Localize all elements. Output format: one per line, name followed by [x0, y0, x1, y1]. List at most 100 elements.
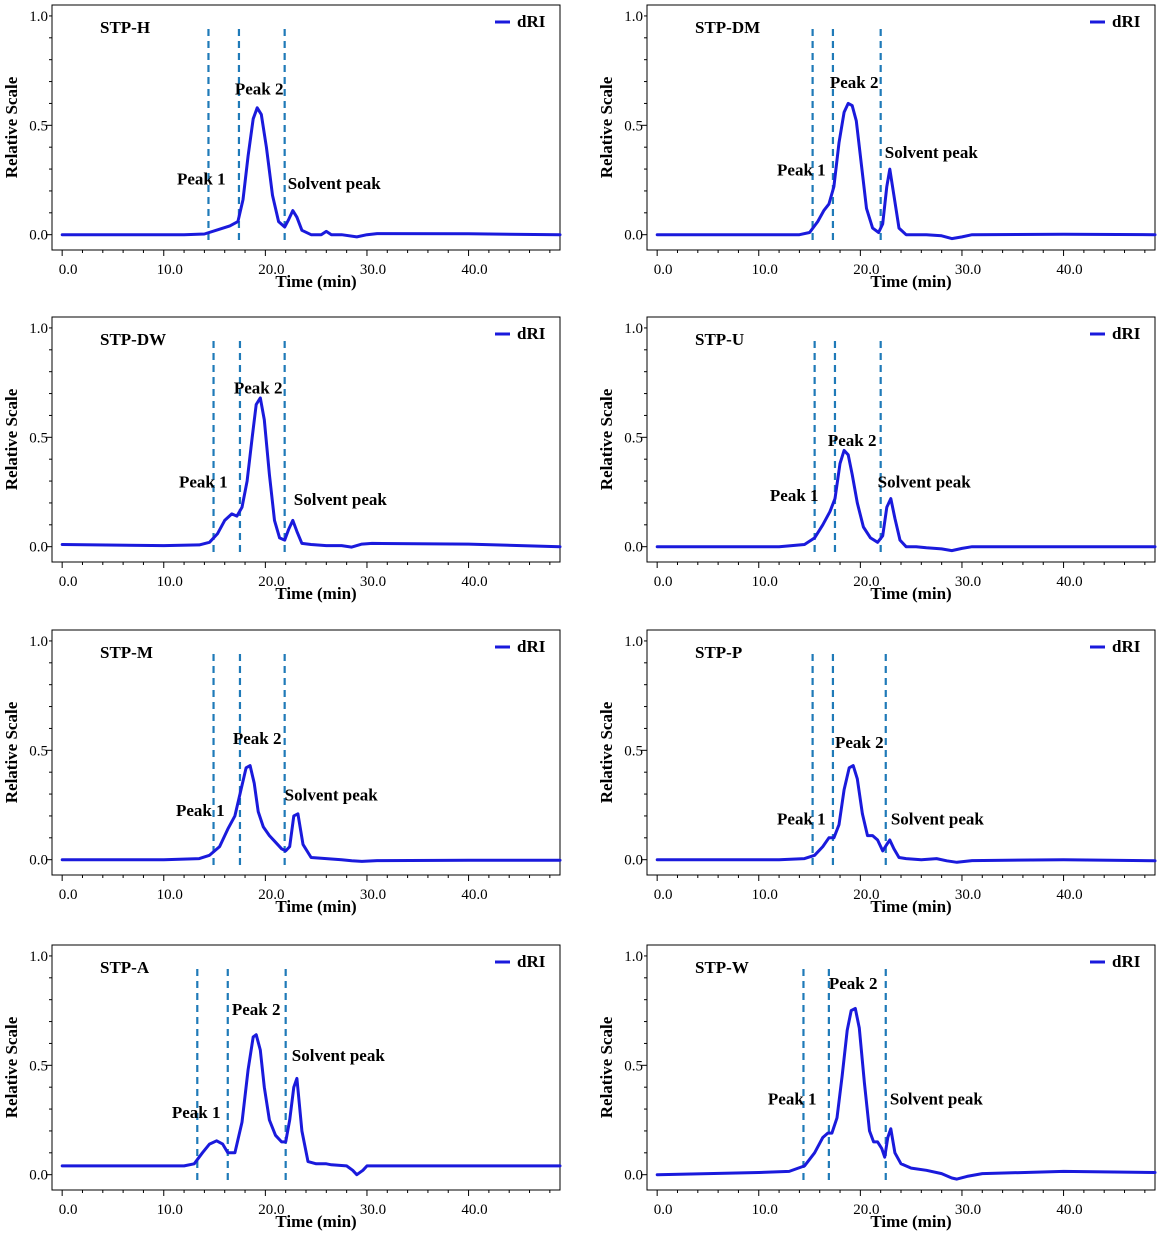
- x-tick-label: 20.0: [853, 574, 879, 590]
- x-tick-label: 10.0: [157, 887, 183, 903]
- x-tick-label: 40.0: [1056, 574, 1082, 590]
- y-tick-label: 0.0: [29, 853, 48, 869]
- y-tick-label: 0.5: [29, 430, 48, 446]
- chart-panel-stp-h: 0.0 10.0 20.0 30.0 40.0 0.0 0.5 1.0 Time (min) Re…: [0, 0, 580, 300]
- chart-panel-stp-u: 0.0 10.0 20.0 30.0 40.0 0.0 0.5 1.0 Time (min) Re…: [595, 312, 1175, 612]
- x-axis-title: Time (min): [870, 272, 951, 291]
- y-tick-label: 0.5: [624, 430, 643, 446]
- dri-trace: [60, 396, 562, 549]
- x-tick-label: 30.0: [360, 887, 386, 903]
- chart-panel-stp-dw: 0.0 10.0 20.0 30.0 40.0 0.0 0.5 1.0 Time (min) Re…: [0, 312, 580, 612]
- y-tick-label: 0.0: [624, 228, 643, 244]
- plot-frame: [51, 629, 561, 876]
- x-axis-title: Time (min): [275, 1212, 356, 1231]
- y-tick-label: 0.0: [29, 228, 48, 244]
- x-tick-label: 10.0: [752, 574, 778, 590]
- y-tick-label: 1.0: [624, 9, 643, 25]
- peak-annotation: Solvent peak: [885, 143, 979, 162]
- x-tick-label: 0.0: [654, 262, 673, 278]
- y-tick-label: 1.0: [624, 634, 643, 650]
- x-axis-title: Time (min): [275, 584, 356, 603]
- plot-frame: [51, 4, 561, 251]
- x-tick-label: 0.0: [59, 262, 78, 278]
- x-tick-label: 0.0: [654, 1202, 673, 1218]
- x-axis-title: Time (min): [275, 272, 356, 291]
- dri-trace: [655, 1006, 1157, 1181]
- y-tick-label: 0.0: [624, 853, 643, 869]
- x-tick-label: 0.0: [59, 887, 78, 903]
- peak-annotation: Peak 1: [768, 1090, 817, 1109]
- x-axis-title: Time (min): [870, 1212, 951, 1231]
- peak-annotation: Solvent peak: [294, 490, 388, 509]
- x-tick-label: 20.0: [258, 262, 284, 278]
- legend: dRI: [495, 12, 546, 31]
- chart-svg: 0.0 10.0 20.0 30.0 40.0 0.0 0.5 1.0 Time (min) Re…: [2, 316, 562, 603]
- peak-annotation: Peak 1: [777, 161, 826, 180]
- x-tick-label: 30.0: [955, 574, 981, 590]
- dri-trace: [60, 764, 562, 863]
- legend-label: dRI: [1112, 324, 1141, 343]
- plot-frame: [646, 944, 1156, 1191]
- x-tick-label: 40.0: [1056, 262, 1082, 278]
- y-tick-label: 1.0: [29, 321, 48, 337]
- y-tick-label: 0.5: [624, 1058, 643, 1074]
- sample-title: STP-P: [695, 643, 742, 662]
- peak-annotation: Peak 1: [176, 801, 225, 820]
- legend: dRI: [1090, 952, 1141, 971]
- legend: dRI: [1090, 324, 1141, 343]
- y-axis-title: Relative Scale: [2, 388, 21, 490]
- x-tick-label: 20.0: [258, 887, 284, 903]
- y-tick-label: 0.5: [29, 118, 48, 134]
- x-tick-label: 30.0: [360, 574, 386, 590]
- peak-annotation: Solvent peak: [890, 1090, 984, 1109]
- sample-title: STP-M: [100, 643, 153, 662]
- x-tick-label: 30.0: [955, 887, 981, 903]
- dri-trace: [655, 448, 1157, 553]
- y-tick-label: 0.0: [29, 540, 48, 556]
- y-tick-label: 1.0: [624, 949, 643, 965]
- x-tick-label: 40.0: [461, 262, 487, 278]
- dri-trace: [60, 106, 562, 239]
- peak-annotation: Peak 1: [172, 1103, 221, 1122]
- legend: dRI: [495, 637, 546, 656]
- peak-annotation: Peak 2: [830, 73, 879, 92]
- chart-panel-stp-w: 0.0 10.0 20.0 30.0 40.0 0.0 0.5 1.0 Time (min) Re…: [595, 940, 1175, 1240]
- peak-annotation: Peak 2: [234, 379, 283, 398]
- chart-panel-stp-a: 0.0 10.0 20.0 30.0 40.0 0.0 0.5 1.0 Time (min) Re…: [0, 940, 580, 1240]
- peak-annotation: Peak 2: [235, 80, 284, 99]
- x-tick-label: 10.0: [157, 574, 183, 590]
- chart-svg: 0.0 10.0 20.0 30.0 40.0 0.0 0.5 1.0 Time (min) Re…: [597, 4, 1157, 291]
- x-tick-label: 30.0: [955, 262, 981, 278]
- chart-panel-stp-dm: 0.0 10.0 20.0 30.0 40.0 0.0 0.5 1.0 Time (min) Re…: [595, 0, 1175, 300]
- sample-title: STP-U: [695, 330, 744, 349]
- legend-label: dRI: [517, 12, 546, 31]
- sample-title: STP-DW: [100, 330, 166, 349]
- x-tick-label: 30.0: [955, 1202, 981, 1218]
- legend: dRI: [495, 324, 546, 343]
- dri-trace: [655, 101, 1157, 241]
- legend: dRI: [1090, 12, 1141, 31]
- peak-annotation: Solvent peak: [288, 174, 382, 193]
- x-tick-label: 10.0: [752, 887, 778, 903]
- peak-annotation: Peak 2: [829, 974, 878, 993]
- y-axis-title: Relative Scale: [597, 388, 616, 490]
- peak-annotation: Peak 1: [177, 169, 226, 188]
- peak-annotation: Peak 1: [777, 810, 826, 829]
- peak-annotation: Solvent peak: [878, 473, 972, 492]
- x-tick-label: 10.0: [157, 1202, 183, 1218]
- dri-trace: [655, 764, 1157, 864]
- plot-frame: [51, 316, 561, 563]
- y-tick-label: 0.0: [624, 540, 643, 556]
- x-tick-label: 20.0: [258, 574, 284, 590]
- y-tick-label: 0.5: [624, 118, 643, 134]
- x-tick-label: 0.0: [59, 574, 78, 590]
- legend-label: dRI: [517, 952, 546, 971]
- peak-annotation: Solvent peak: [891, 810, 985, 829]
- dri-trace: [60, 1033, 562, 1177]
- y-tick-label: 1.0: [29, 9, 48, 25]
- y-axis-title: Relative Scale: [2, 1016, 21, 1118]
- y-tick-label: 1.0: [29, 949, 48, 965]
- x-tick-label: 20.0: [853, 887, 879, 903]
- plot-frame: [646, 629, 1156, 876]
- x-tick-label: 0.0: [59, 1202, 78, 1218]
